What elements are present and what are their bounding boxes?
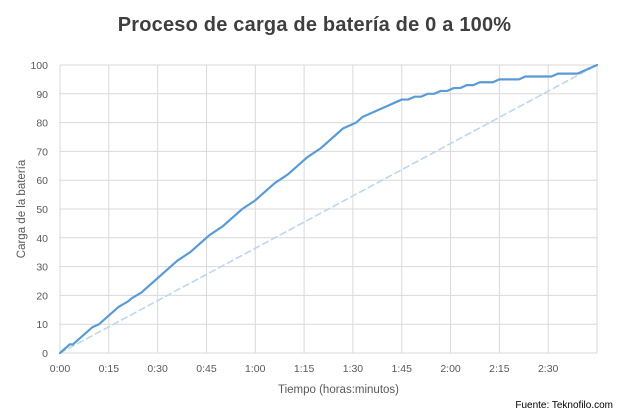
y-tick-label: 70 [36, 146, 48, 158]
y-tick-label: 0 [42, 348, 48, 360]
x-tick-label: 2:30 [538, 363, 559, 375]
y-tick-label: 40 [36, 233, 48, 245]
x-tick-label: 2:00 [440, 363, 461, 375]
x-tick-label: 1:30 [343, 363, 364, 375]
y-tick-label: 90 [36, 89, 48, 101]
charge-line [58, 63, 599, 355]
y-tick-label: 80 [36, 118, 48, 130]
x-tick-label: 1:45 [392, 363, 413, 375]
x-tick-label: 0:00 [50, 363, 71, 375]
y-tick-label: 100 [30, 60, 48, 72]
reference-line [59, 64, 598, 354]
y-tick-label: 30 [36, 262, 48, 274]
x-tick-label: 0:30 [147, 363, 168, 375]
x-tick-label: 1:00 [245, 363, 266, 375]
y-tick-label: 20 [36, 290, 48, 302]
x-axis-label: Tiempo (horas:minutos) [278, 384, 399, 396]
chart-title: Proceso de carga de batería de 0 a 100% [117, 14, 512, 36]
source-note: Fuente: Teknofilo.com [515, 400, 613, 411]
y-axis-label: Carga de la batería [16, 159, 28, 258]
x-tick-label: 1:15 [294, 363, 315, 375]
y-tick-label: 50 [36, 204, 48, 216]
x-tick-label: 0:45 [196, 363, 217, 375]
y-tick-label: 60 [36, 175, 48, 187]
y-tick-label: 10 [36, 319, 48, 331]
x-tick-label: 0:15 [99, 363, 120, 375]
x-tick-label: 2:15 [489, 363, 510, 375]
